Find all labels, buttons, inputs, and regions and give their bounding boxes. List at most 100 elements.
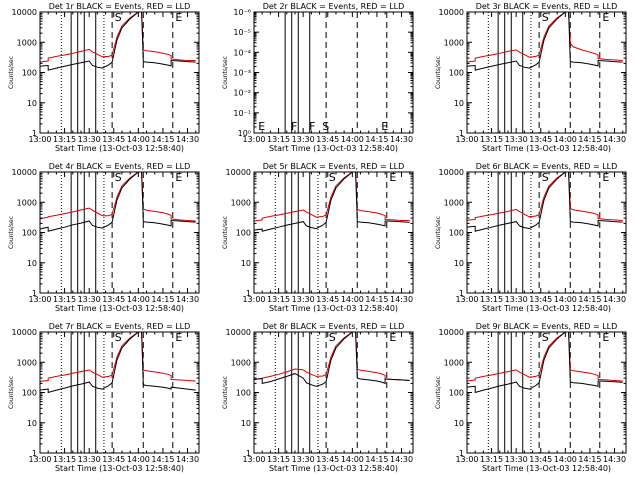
lld-series-line [40, 12, 196, 63]
phase-marker-label: S [115, 331, 122, 344]
x-tick-label: 14:30 [176, 135, 199, 144]
phase-marker-label: S [322, 120, 329, 133]
chart-panel-9: 1 10 100 1000 10000 13:00 13:15 13:30 13:45 14:00… [435, 322, 627, 473]
x-tick-label: 13:45 [529, 455, 552, 464]
phase-marker-label: S [542, 171, 549, 184]
x-tick-label: 14:15 [365, 295, 388, 304]
x-tick-label: 14:15 [151, 455, 174, 464]
y-axis-label: Counts/sec [8, 376, 15, 409]
x-tick-label: 14:30 [603, 135, 626, 144]
lld-series-line [254, 172, 410, 222]
x-tick-label: 13:00 [242, 455, 265, 464]
phase-marker-label: E [389, 171, 396, 184]
phase-marker-label: E [602, 331, 609, 344]
x-tick-label: 13:00 [455, 135, 478, 144]
x-tick-label: 13:15 [267, 295, 290, 304]
x-tick-label: 14:00 [341, 135, 364, 144]
y-tick-label: 100 [22, 69, 37, 78]
y-tick-label: 1 [459, 449, 464, 458]
events-series-line [254, 332, 410, 387]
x-axis-label: Start Time (13-Oct-03 12:58:40) [482, 304, 611, 313]
chart-title: Det 7r BLACK = Events, RED = LLD [49, 322, 191, 331]
chart-panel-7: 1 10 100 1000 10000 13:00 13:15 13:30 13:45 14:00… [8, 322, 200, 473]
events-series-line [467, 332, 623, 394]
x-tick-label: 13:15 [267, 455, 290, 464]
y-tick-label: 10⁻² [233, 89, 251, 98]
lld-series-line [467, 332, 623, 382]
y-axis-label: Counts/sec [435, 376, 442, 409]
x-tick-label: 13:30 [78, 295, 101, 304]
y-axis-label: Counts/sec [435, 56, 442, 89]
y-tick-label: 10000 [439, 168, 464, 177]
y-tick-label: 10000 [226, 168, 251, 177]
series-group [40, 332, 196, 394]
x-tick-label: 13:30 [292, 135, 315, 144]
x-tick-label: 14:00 [127, 135, 150, 144]
y-tick-label: 10000 [439, 8, 464, 17]
x-tick-label: 13:15 [480, 295, 503, 304]
y-tick-label: 10 [241, 259, 251, 268]
y-tick-label: 1000 [444, 38, 464, 47]
x-tick-label: 13:45 [102, 135, 125, 144]
phase-marker-label: E [175, 331, 182, 344]
y-tick-label: 100 [449, 389, 464, 398]
events-series-line [467, 172, 623, 232]
x-tick-label: 13:45 [316, 135, 339, 144]
chart-title: Det 4r BLACK = Events, RED = LLD [49, 162, 191, 171]
series-group [254, 172, 410, 232]
x-tick-label: 14:30 [390, 135, 413, 144]
x-tick-label: 13:45 [102, 295, 125, 304]
y-axis-label: Counts/sec [8, 216, 15, 249]
x-tick-label: 14:00 [341, 455, 364, 464]
chart-title: Det 5r BLACK = Events, RED = LLD [263, 162, 405, 171]
y-tick-label: 1000 [444, 198, 464, 207]
series-group [254, 332, 410, 387]
x-tick-label: 13:30 [505, 455, 528, 464]
y-tick-label: 10 [27, 419, 37, 428]
x-tick-label: 13:45 [529, 135, 552, 144]
y-tick-label: 1 [459, 289, 464, 298]
x-tick-label: 14:15 [365, 135, 388, 144]
phase-marker-label: S [542, 11, 549, 24]
x-tick-label: 14:00 [554, 455, 577, 464]
x-tick-label: 13:15 [480, 135, 503, 144]
y-axis-label: Counts/sec [222, 216, 229, 249]
x-tick-label: 13:30 [292, 295, 315, 304]
y-tick-label: 10⁻⁵ [233, 28, 251, 37]
chart-title: Det 8r BLACK = Events, RED = LLD [263, 322, 405, 331]
x-tick-label: 13:15 [53, 135, 76, 144]
phase-marker-label: E [602, 11, 609, 24]
phase-marker-label: S [329, 331, 336, 344]
x-tick-label: 14:15 [151, 135, 174, 144]
x-axis-label: Start Time (13-Oct-03 12:58:40) [55, 304, 184, 313]
phase-marker-label: S [542, 331, 549, 344]
y-tick-label: 10 [27, 99, 37, 108]
x-tick-label: 14:00 [127, 455, 150, 464]
lld-series-line [467, 12, 623, 63]
y-tick-label: 1000 [17, 198, 37, 207]
x-tick-label: 13:00 [242, 135, 265, 144]
x-tick-label: 13:00 [242, 295, 265, 304]
phase-marker-label: E [258, 120, 265, 133]
y-tick-label: 1 [32, 129, 37, 138]
x-axis-label: Start Time (13-Oct-03 12:58:40) [269, 304, 398, 313]
y-tick-label: 100 [236, 389, 251, 398]
chart-title: Det 3r BLACK = Events, RED = LLD [476, 2, 618, 11]
phase-marker-label: F [309, 120, 315, 133]
y-tick-label: 100 [22, 229, 37, 238]
y-axis-label: Counts/sec [435, 216, 442, 249]
x-tick-label: 13:00 [455, 455, 478, 464]
x-tick-label: 14:30 [603, 295, 626, 304]
chart-title: Det 6r BLACK = Events, RED = LLD [476, 162, 618, 171]
y-tick-label: 10 [241, 419, 251, 428]
x-tick-label: 14:30 [176, 295, 199, 304]
y-tick-label: 1 [459, 129, 464, 138]
phase-marker-label: E [175, 11, 182, 24]
y-tick-label: 10⁻¹ [233, 109, 251, 118]
x-tick-label: 14:30 [176, 455, 199, 464]
x-tick-label: 14:00 [554, 295, 577, 304]
events-series-line [40, 332, 196, 394]
y-tick-label: 10000 [226, 328, 251, 337]
chart-title: Det 2r BLACK = Events, RED = LLD [263, 2, 405, 11]
